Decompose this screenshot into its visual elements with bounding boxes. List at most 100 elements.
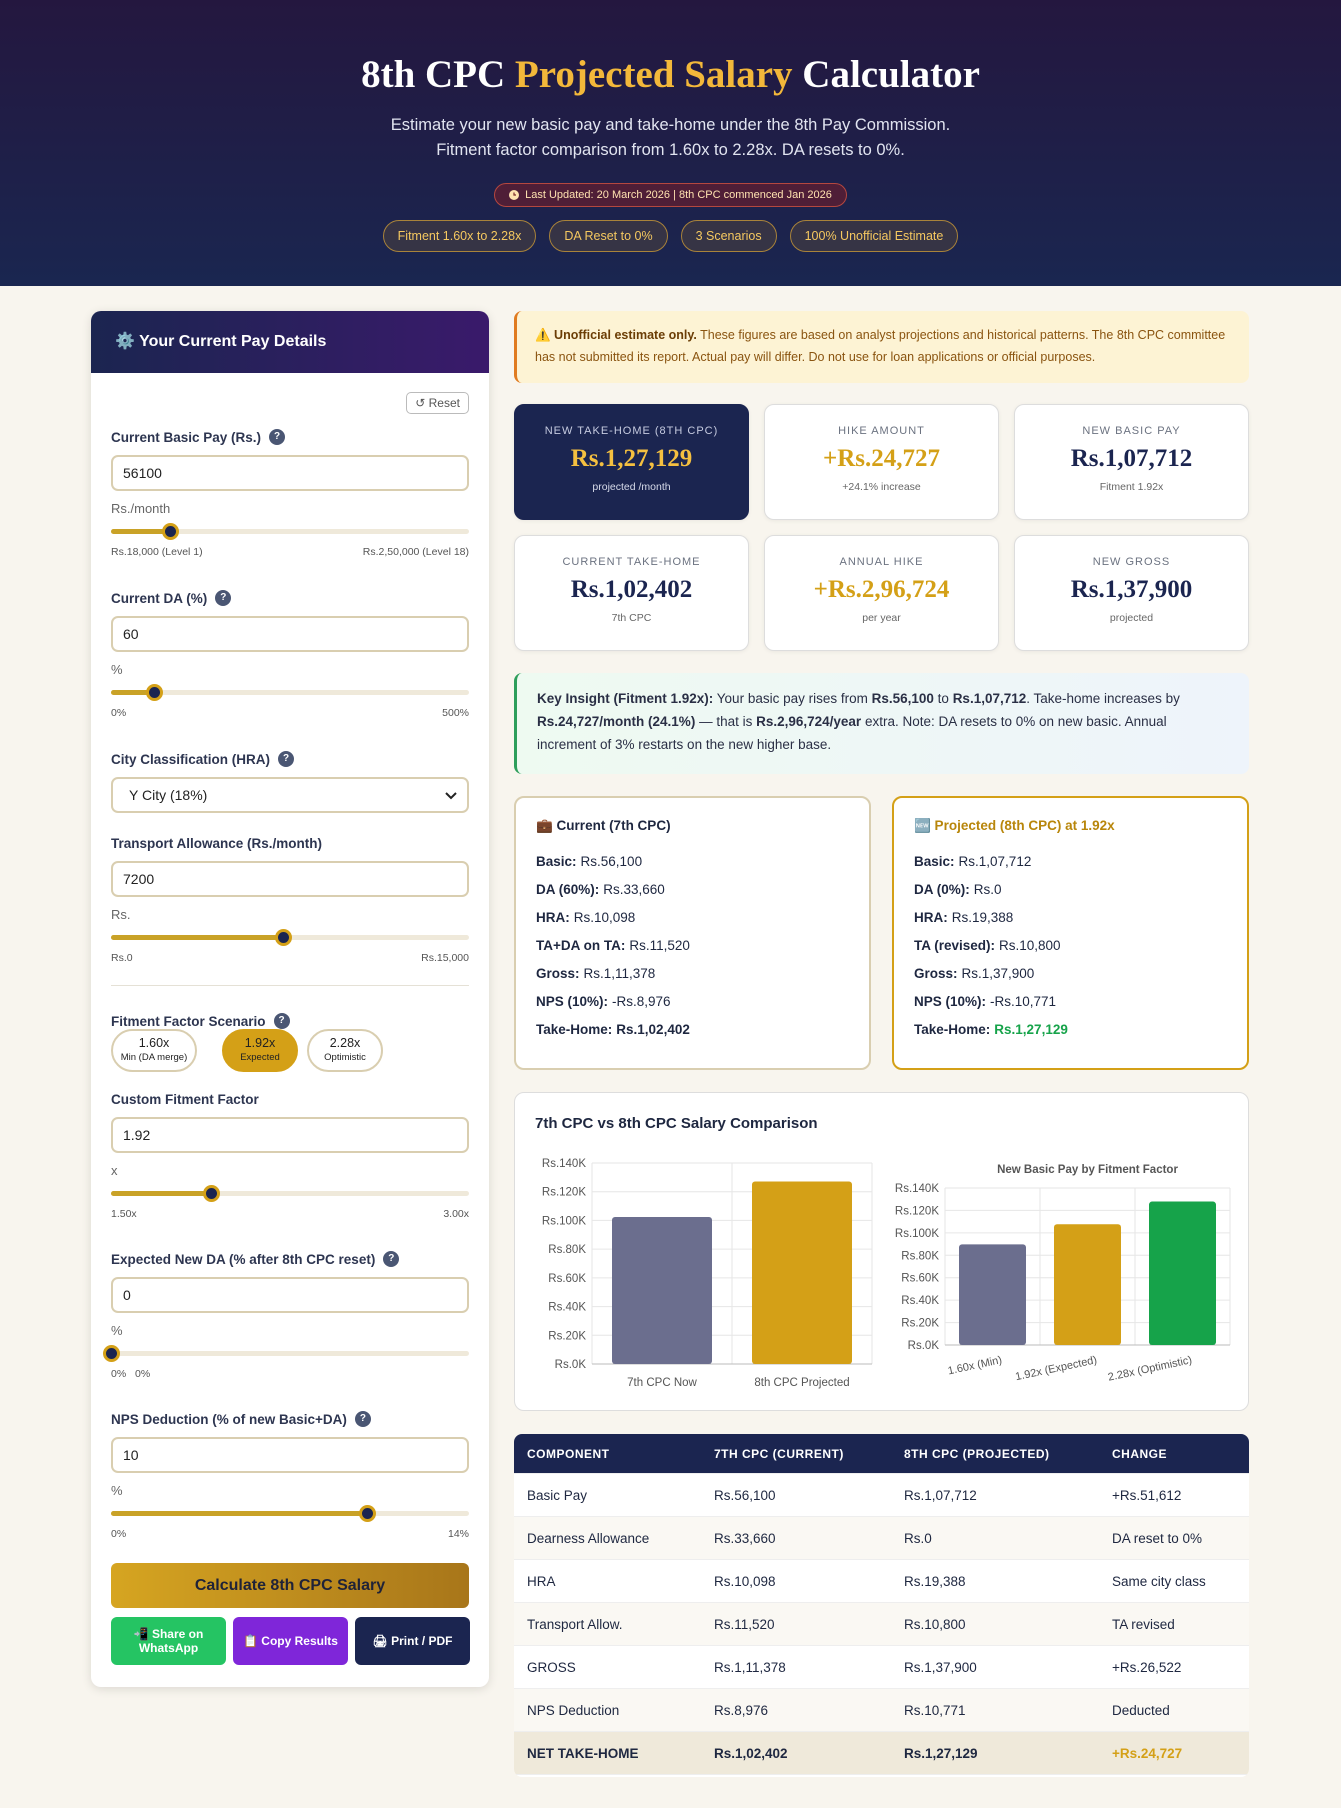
table-row: Basic Pay Rs.56,100 Rs.1,07,712 +Rs.51,612 — [514, 1474, 1249, 1517]
stat-card: CURRENT TAKE-HOME Rs.1,02,402 7th CPC — [514, 535, 749, 651]
row-label: NPS (10%): — [536, 994, 609, 1009]
row-label: Take-Home: — [536, 1022, 613, 1037]
action-button[interactable]: 📲 Share on WhatsApp — [111, 1617, 226, 1665]
stat-sub: Fitment 1.92x — [1099, 481, 1164, 493]
bar — [1054, 1224, 1121, 1345]
slider-current: 0% — [135, 1368, 151, 1380]
help-icon[interactable]: ? — [273, 1013, 290, 1029]
help-icon[interactable]: ? — [354, 1411, 371, 1427]
table-cell: Deducted — [1112, 1703, 1170, 1718]
nps-field: NPS Deduction (% of new Basic+DA)? 10% 0% 1… — [111, 1409, 469, 1570]
subtitle-line: Estimate your new basic pay and take-hom… — [390, 116, 951, 134]
slider-min: 0% — [111, 707, 127, 719]
table-cell: +Rs.51,612 — [1112, 1488, 1182, 1503]
text-input[interactable]: 56100 — [111, 455, 469, 491]
label-text: Custom Fitment Factor — [111, 1091, 259, 1107]
table-cell: Rs.56,100 — [714, 1488, 776, 1503]
table-cell: Rs.8,976 — [714, 1703, 769, 1718]
option-value: 1.60x — [138, 1036, 170, 1050]
calculate-button[interactable]: Calculate 8th CPC Salary — [111, 1563, 469, 1608]
stat-label: NEW BASIC PAY — [1082, 425, 1181, 437]
insight-part: Rs.2,96,724/year — [756, 714, 862, 729]
bar — [959, 1244, 1026, 1345]
insight-part: Your basic pay rises from — [713, 691, 872, 706]
insight-part: Rs.24,727/month (24.1%) — [537, 714, 696, 729]
disclaimer: ⚠️ Unofficial estimate only. These figur… — [514, 311, 1249, 383]
comparison-row: Take-Home: Rs.1,27,129 — [914, 1016, 1227, 1044]
y-tick-label: Rs.120K — [895, 1205, 939, 1217]
field-label: Transport Allowance (Rs./month) — [111, 833, 322, 853]
updated-row: Last Updated: 20 March 2026 | 8th CPC co… — [0, 183, 1341, 207]
slider-thumb — [161, 523, 179, 540]
table-cell: NPS Deduction — [527, 1703, 620, 1718]
bar — [1149, 1201, 1216, 1345]
x-tick-label: 1.60x (Min) — [947, 1354, 1003, 1377]
comparison-row: HRA: Rs.10,098 — [536, 904, 849, 932]
page-title: 8th CPC Projected Salary Calculator — [0, 52, 1341, 97]
stat-card: NEW GROSS Rs.1,37,900 projected — [1014, 535, 1249, 651]
row-label: HRA: — [536, 910, 570, 925]
fitment-option[interactable]: 1.60x Min (DA merge) — [111, 1029, 197, 1072]
disclaimer-part: These figures are based on analyst proje… — [535, 328, 1229, 364]
comparison-row: Basic: Rs.56,100 — [536, 848, 849, 876]
chart-card: 7th CPC vs 8th CPC Salary Comparison Rs.0… — [514, 1092, 1249, 1411]
option-value: 2.28x — [329, 1036, 361, 1050]
slider[interactable] — [111, 1505, 469, 1522]
action-button[interactable]: 🖨 Print / PDF — [355, 1617, 470, 1665]
text-input[interactable]: 1.92 — [111, 1117, 469, 1153]
option-note: Expected — [240, 1052, 280, 1063]
x-tick-label: 1.92x (Expected) — [1014, 1354, 1098, 1383]
updated-text: Last Updated: 20 March 2026 | 8th CPC co… — [525, 189, 832, 201]
insight-part: Key Insight (Fitment 1.92x): — [537, 691, 714, 706]
row-value: Rs.1,27,129 — [994, 1022, 1068, 1037]
text-input[interactable]: 0 — [111, 1277, 469, 1313]
table-cell: Rs.10,098 — [714, 1574, 776, 1589]
insight: Key Insight (Fitment 1.92x): Your basic … — [514, 673, 1249, 774]
row-value: Rs.1,37,900 — [961, 966, 1035, 981]
text-input[interactable]: 10 — [111, 1437, 469, 1473]
slider[interactable] — [111, 929, 469, 946]
text-input[interactable]: 7200 — [111, 861, 469, 897]
insight-part: Rs.1,07,712 — [952, 691, 1027, 706]
action-button[interactable]: 📋 Copy Results — [233, 1617, 348, 1665]
help-icon[interactable]: ? — [278, 751, 295, 767]
text-input[interactable]: 60 — [111, 616, 469, 652]
table-cell: Rs.1,27,129 — [904, 1746, 978, 1761]
slider[interactable] — [111, 684, 469, 701]
insight-part: to — [933, 691, 953, 706]
panel-title: ⚙️ Your Current Pay Details — [91, 311, 489, 373]
help-icon[interactable]: ? — [269, 429, 286, 445]
header-cell: 8TH CPC (PROJECTED) — [904, 1447, 1050, 1461]
fitment-option[interactable]: 1.92x Expected — [222, 1029, 298, 1072]
field-label: Current DA (%)? — [111, 588, 232, 608]
y-tick-label: Rs.100K — [895, 1228, 939, 1240]
row-value: Rs.56,100 — [580, 854, 643, 869]
row-value: Rs.1,11,378 — [583, 966, 656, 981]
slider[interactable] — [103, 1345, 469, 1362]
table-cell: DA reset to 0% — [1112, 1531, 1203, 1546]
help-icon[interactable]: ? — [215, 590, 232, 606]
slider[interactable] — [111, 1185, 469, 1202]
slider-thumb — [103, 1345, 120, 1362]
stat-card: NEW TAKE-HOME (8TH CPC) Rs.1,27,129 projec… — [514, 404, 749, 520]
slider[interactable] — [111, 523, 469, 540]
slider-min: 0% — [111, 1528, 127, 1540]
reset-button[interactable]: ↺ Reset — [406, 392, 469, 414]
y-tick-label: Rs.140K — [895, 1183, 939, 1195]
slider-thumb — [203, 1185, 221, 1202]
stat-label: HIKE AMOUNT — [838, 425, 925, 437]
city-select[interactable]: Y City (18%) — [111, 777, 469, 813]
slider-max: 3.00x — [443, 1208, 469, 1220]
comparison-row: TA (revised): Rs.10,800 — [914, 932, 1227, 960]
row-label: Take-Home: — [914, 1022, 991, 1037]
field-label: Custom Fitment Factor — [111, 1089, 259, 1109]
table-cell: +Rs.24,727 — [1112, 1746, 1183, 1761]
table-cell: Rs.1,07,712 — [904, 1488, 977, 1503]
fitment-option[interactable]: 2.28x Optimistic — [307, 1029, 383, 1072]
unit-label: Rs. — [111, 907, 131, 922]
help-icon[interactable]: ? — [383, 1251, 400, 1267]
stat-value: Rs.1,07,712 — [1070, 445, 1193, 472]
da-field: Current DA (%)? 60% 0% 500% — [111, 588, 469, 749]
table-cell: Basic Pay — [527, 1488, 588, 1503]
comparison-title: 💼 Current (7th CPC) — [536, 818, 671, 833]
